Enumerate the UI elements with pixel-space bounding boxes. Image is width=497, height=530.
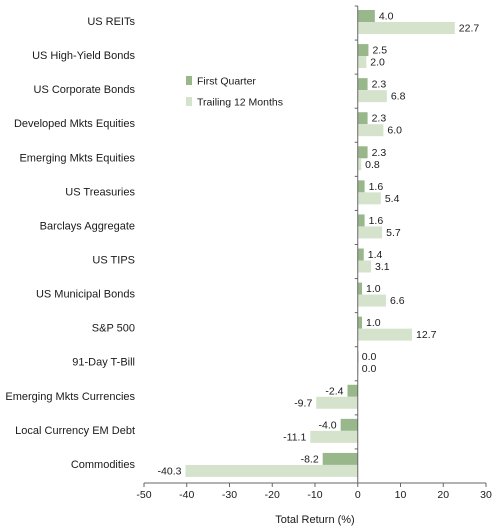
data-label: 4.0 — [379, 11, 394, 23]
data-label: 2.3 — [372, 113, 387, 125]
x-tick-label: 30 — [480, 489, 492, 501]
bar-trailing-12-months — [357, 294, 386, 307]
bar-first-quarter — [322, 452, 358, 465]
x-tick-label: -50 — [136, 489, 151, 501]
x-tick-label: -40 — [179, 489, 194, 501]
bar-first-quarter — [357, 44, 369, 57]
bar-first-quarter — [357, 78, 368, 91]
category-label: Emerging Mkts Equities — [19, 152, 135, 164]
legend-label: Trailing 12 Months — [197, 97, 283, 109]
data-label: 1.6 — [369, 181, 384, 193]
data-label: 1.0 — [366, 283, 381, 295]
category-label: US TIPS — [92, 255, 135, 267]
bar-trailing-12-months — [310, 430, 358, 443]
category-label: S&P 500 — [92, 323, 135, 335]
data-label: -4.0 — [319, 419, 337, 431]
category-label: Barclays Aggregate — [40, 220, 135, 232]
bar-trailing-12-months — [357, 158, 362, 171]
bar-trailing-12-months — [357, 226, 383, 239]
bar-first-quarter — [347, 384, 358, 397]
bar-trailing-12-months — [357, 22, 455, 34]
bar-trailing-12-months — [357, 124, 384, 137]
bar-trailing-12-months — [185, 464, 358, 477]
data-label: 0.0 — [362, 351, 377, 363]
legend: First Quarter Trailing 12 Months — [186, 76, 283, 109]
data-label: -11.1 — [283, 431, 306, 443]
data-label: 1.6 — [369, 215, 384, 227]
category-label: Commodities — [71, 459, 136, 471]
bar-first-quarter — [357, 316, 363, 329]
bar-first-quarter — [357, 282, 363, 295]
data-label: 22.7 — [459, 23, 480, 35]
bar-first-quarter — [357, 10, 375, 22]
data-label: 2.3 — [372, 79, 387, 91]
category-label: US Treasuries — [65, 186, 135, 198]
data-label: 6.0 — [387, 125, 402, 137]
x-tick-label: 10 — [395, 489, 407, 501]
legend-label: First Quarter — [197, 76, 256, 88]
data-label: -8.2 — [301, 453, 319, 465]
category-label: US Municipal Bonds — [36, 289, 136, 301]
bar-first-quarter — [357, 112, 368, 125]
bar-trailing-12-months — [357, 328, 413, 341]
category-labels-layer: US REITs US High-Yield Bonds US Corporate … — [5, 16, 135, 471]
data-label: 6.6 — [390, 295, 405, 307]
data-label: 2.3 — [372, 147, 387, 159]
category-label: Local Currency EM Debt — [15, 425, 135, 437]
bar-first-quarter — [357, 248, 364, 261]
bar-trailing-12-months — [357, 192, 381, 205]
x-tick-label: -20 — [265, 489, 280, 501]
category-label: US REITs — [87, 16, 135, 28]
category-label: Emerging Mkts Currencies — [5, 391, 135, 403]
data-label: 5.7 — [386, 227, 401, 239]
x-axis-title: Total Return (%) — [275, 514, 354, 526]
bar-trailing-12-months — [357, 260, 372, 273]
x-tick-label: -10 — [307, 489, 322, 501]
data-label: 6.8 — [391, 91, 406, 103]
bar-trailing-12-months — [357, 90, 387, 103]
bar-first-quarter — [357, 146, 368, 159]
x-tick-label: -30 — [222, 489, 237, 501]
bar-trailing-12-months — [357, 56, 367, 69]
data-label: -40.3 — [158, 465, 182, 477]
data-label: 1.4 — [368, 249, 383, 261]
legend-swatch — [186, 97, 192, 106]
x-tick-label: 20 — [437, 489, 449, 501]
data-label: 1.0 — [366, 317, 381, 329]
data-label: 0.8 — [365, 159, 380, 171]
data-label: 3.1 — [375, 261, 390, 273]
data-label: 2.5 — [372, 45, 387, 57]
category-label: Developed Mkts Equities — [14, 118, 136, 130]
x-tick-label: 0 — [355, 489, 361, 501]
data-label: -2.4 — [325, 385, 343, 397]
bar-first-quarter — [357, 180, 365, 193]
category-label: US High-Yield Bonds — [32, 50, 135, 62]
data-label: 12.7 — [416, 329, 437, 341]
category-label: US Corporate Bonds — [34, 84, 136, 96]
value-labels-layer: 4.022.72.52.02.36.82.36.02.30.81.65.41.6… — [158, 11, 480, 478]
bar-trailing-12-months — [316, 396, 358, 409]
x-axis: -50 -40 -30 -20 -10 0 10 20 30 — [136, 5, 492, 501]
bar-first-quarter — [357, 214, 365, 227]
bars-layer — [185, 10, 455, 477]
legend-swatch — [186, 76, 192, 85]
data-label: 2.0 — [370, 57, 385, 69]
data-label: 5.4 — [385, 193, 400, 205]
category-label: 91-Day T-Bill — [72, 357, 135, 369]
data-label: 0.0 — [362, 363, 377, 375]
bar-first-quarter — [340, 418, 358, 431]
data-label: -9.7 — [294, 397, 312, 409]
